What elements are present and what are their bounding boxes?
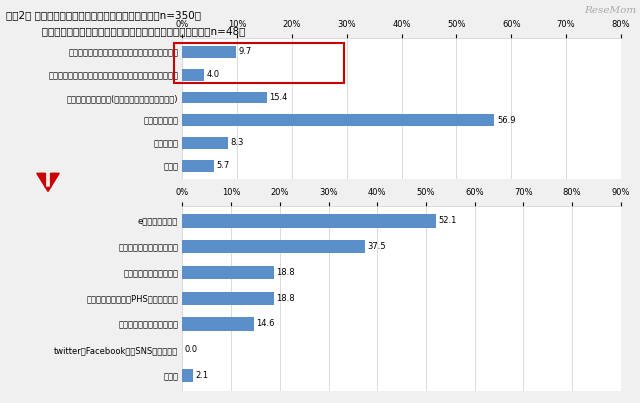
Bar — [182, 114, 494, 126]
Text: 4.0: 4.0 — [207, 70, 220, 79]
Text: 37.5: 37.5 — [367, 242, 386, 251]
Bar — [174, 43, 344, 83]
Text: 2.1: 2.1 — [195, 371, 208, 380]
Text: 18.8: 18.8 — [276, 268, 295, 277]
Bar — [182, 69, 204, 81]
Text: 0.0: 0.0 — [185, 345, 198, 354]
Text: 56.9: 56.9 — [497, 116, 515, 125]
Text: 15.4: 15.4 — [269, 93, 288, 102]
Bar — [182, 266, 274, 279]
Text: 【図2】 上：震災時の学校と保護者間の連絡の有無（n=350）: 【図2】 上：震災時の学校と保護者間の連絡の有無（n=350） — [6, 10, 202, 20]
Bar — [182, 291, 274, 305]
Text: 18.8: 18.8 — [276, 294, 295, 303]
Text: ReseMom: ReseMom — [584, 6, 637, 15]
Bar — [182, 46, 236, 58]
Bar — [182, 137, 228, 149]
Bar — [182, 369, 193, 382]
Text: 8.3: 8.3 — [230, 139, 244, 147]
Text: 下：震災時に学校から保護者に連絡があった際の連絡手段（n=48）: 下：震災時に学校から保護者に連絡があった際の連絡手段（n=48） — [6, 26, 246, 36]
Text: 14.6: 14.6 — [256, 320, 275, 328]
Text: 5.7: 5.7 — [216, 161, 230, 170]
Bar — [182, 91, 267, 103]
Bar — [182, 214, 436, 228]
Bar — [182, 317, 253, 330]
Text: 52.1: 52.1 — [438, 216, 457, 225]
Bar — [182, 240, 365, 253]
Text: 9.7: 9.7 — [238, 48, 252, 56]
Bar — [182, 160, 214, 172]
